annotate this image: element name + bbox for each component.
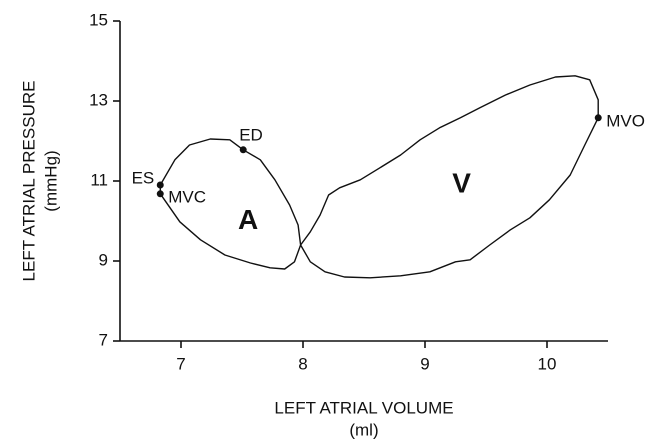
y-axis-label: (mmHg) xyxy=(41,150,60,211)
x-axis-label: (ml) xyxy=(349,420,378,439)
y-tick-label: 7 xyxy=(99,330,108,349)
point-marker xyxy=(156,181,164,189)
point-marker xyxy=(594,114,602,122)
loop-line xyxy=(159,75,599,279)
y-tick-label: 11 xyxy=(90,170,108,189)
point-label: ES xyxy=(132,168,155,187)
x-tick-label: 10 xyxy=(538,354,557,373)
point-marker xyxy=(156,190,164,198)
point-label: ED xyxy=(239,125,263,144)
y-tick-label: 13 xyxy=(89,90,108,109)
x-axis-label: LEFT ATRIAL VOLUME xyxy=(274,398,453,417)
point-label: MVO xyxy=(606,111,645,130)
loop-label: A xyxy=(238,204,258,235)
y-tick-label: 9 xyxy=(99,250,108,269)
loop-label: V xyxy=(452,167,471,198)
x-tick-label: 8 xyxy=(298,354,307,373)
x-tick-label: 7 xyxy=(176,354,185,373)
y-axis-label: LEFT ATRIAL PRESSURE xyxy=(19,81,38,282)
x-tick-label: 9 xyxy=(420,354,429,373)
point-marker xyxy=(239,146,247,154)
point-label: MVC xyxy=(168,187,206,206)
y-tick-label: 15 xyxy=(89,10,108,29)
